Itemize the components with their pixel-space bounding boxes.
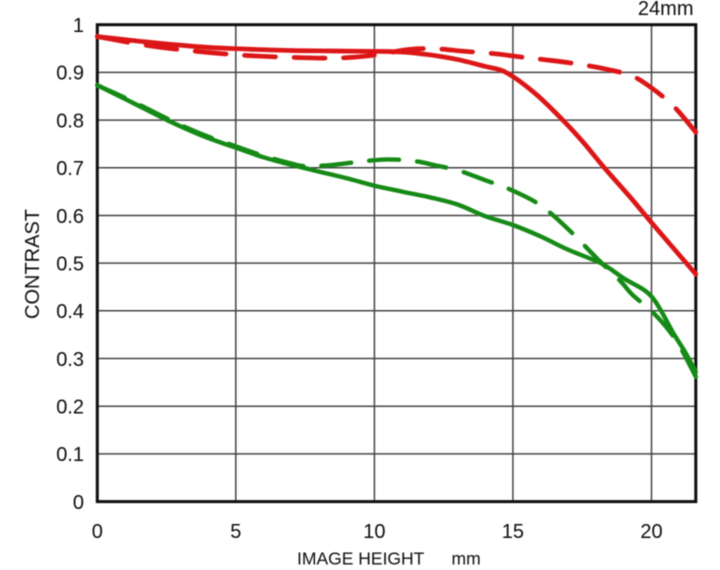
- svg-text:0: 0: [92, 521, 103, 543]
- svg-text:5: 5: [230, 521, 241, 543]
- svg-text:20: 20: [640, 521, 662, 543]
- svg-text:mm: mm: [452, 549, 481, 569]
- svg-text:0.8: 0.8: [56, 110, 84, 132]
- svg-text:15: 15: [502, 521, 524, 543]
- svg-text:0.9: 0.9: [56, 63, 84, 85]
- svg-text:IMAGE HEIGHT: IMAGE HEIGHT: [297, 549, 425, 569]
- svg-text:0.5: 0.5: [56, 253, 84, 275]
- svg-text:0.7: 0.7: [56, 158, 84, 180]
- svg-text:24mm: 24mm: [638, 0, 694, 20]
- svg-text:0.3: 0.3: [56, 349, 84, 371]
- svg-text:0.4: 0.4: [56, 301, 84, 323]
- svg-text:10: 10: [363, 521, 385, 543]
- svg-text:0.2: 0.2: [56, 397, 84, 419]
- svg-text:0: 0: [73, 492, 84, 514]
- svg-text:0.1: 0.1: [56, 444, 84, 466]
- svg-text:CONTRAST: CONTRAST: [22, 209, 44, 319]
- svg-text:0.6: 0.6: [56, 206, 84, 228]
- svg-text:1: 1: [73, 15, 84, 37]
